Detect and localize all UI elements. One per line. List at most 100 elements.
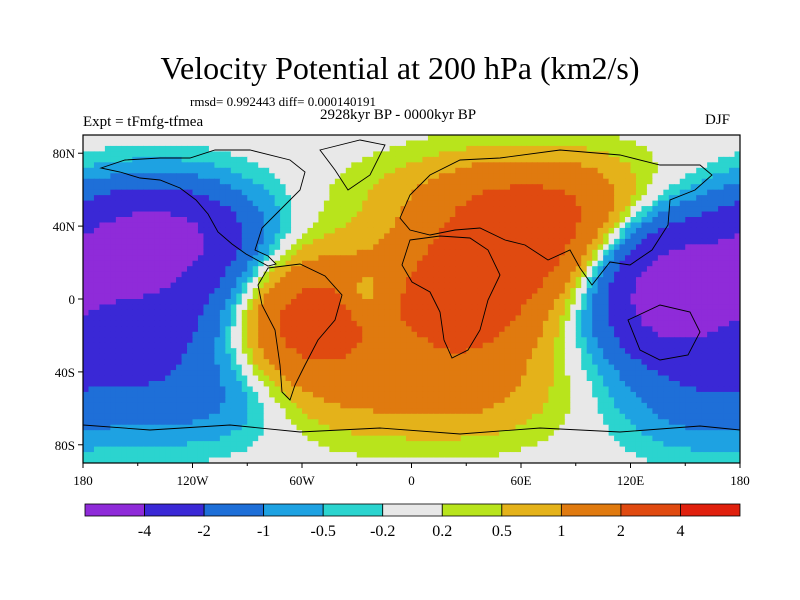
field-cell	[165, 331, 172, 338]
field-cell	[88, 353, 95, 360]
field-cell	[154, 178, 161, 185]
field-cell	[564, 184, 571, 191]
field-cell	[679, 299, 686, 306]
field-cell	[679, 337, 686, 344]
field-cell	[104, 222, 111, 229]
field-cell	[285, 238, 292, 245]
field-cell	[438, 151, 445, 158]
field-cell	[679, 277, 686, 284]
field-cell	[312, 309, 320, 316]
field-cell	[345, 348, 352, 355]
field-cell	[312, 282, 320, 289]
field-cell	[515, 326, 522, 333]
field-cell	[723, 299, 730, 306]
field-cell	[280, 162, 287, 169]
field-cell	[329, 309, 336, 316]
field-cell	[126, 304, 133, 311]
field-cell	[570, 249, 577, 256]
field-cell	[170, 233, 177, 240]
field-cell	[515, 299, 522, 306]
field-cell	[526, 337, 533, 344]
field-cell	[83, 299, 90, 306]
field-cell	[619, 277, 626, 284]
field-cell	[187, 189, 194, 196]
field-cell	[690, 200, 697, 207]
field-cell	[701, 309, 708, 316]
field-cell	[132, 299, 139, 306]
field-cell	[526, 348, 533, 355]
field-cell	[625, 206, 632, 213]
field-cell	[504, 337, 511, 344]
field-cell	[93, 211, 101, 218]
field-cell	[657, 140, 664, 147]
field-cell	[548, 320, 555, 327]
field-cell	[208, 195, 215, 202]
field-cell	[427, 260, 434, 267]
field-cell	[510, 255, 517, 262]
field-cell	[460, 238, 467, 245]
field-cell	[455, 282, 462, 289]
field-cell	[537, 151, 544, 158]
field-cell	[586, 299, 593, 306]
field-cell	[241, 266, 248, 273]
field-cell	[285, 348, 292, 355]
field-cell	[192, 135, 199, 142]
field-cell	[477, 244, 484, 251]
field-cell	[230, 227, 237, 234]
field-cell	[553, 266, 560, 273]
field-cell	[679, 140, 686, 147]
field-cell	[477, 178, 484, 185]
field-cell	[241, 244, 248, 251]
field-cell	[187, 211, 194, 218]
field-cell	[356, 189, 363, 196]
field-cell	[258, 359, 265, 366]
field-cell	[542, 249, 549, 256]
field-cell	[351, 162, 358, 169]
field-cell	[373, 326, 380, 333]
field-cell	[219, 206, 226, 213]
field-cell	[729, 277, 736, 284]
field-cell	[493, 217, 500, 224]
field-cell	[449, 315, 456, 322]
field-cell	[208, 140, 215, 147]
field-cell	[236, 162, 243, 169]
field-cell	[635, 288, 643, 295]
field-cell	[449, 249, 456, 256]
field-cell	[241, 227, 248, 234]
field-cell	[192, 211, 199, 218]
field-cell	[592, 211, 599, 218]
field-cell	[652, 244, 659, 251]
field-cell	[444, 331, 451, 338]
field-cell	[351, 255, 358, 262]
field-cell	[291, 309, 298, 316]
field-cell	[176, 299, 183, 306]
field-cell	[247, 353, 254, 360]
field-cell	[553, 304, 560, 311]
field-cell	[307, 299, 314, 306]
field-cell	[668, 145, 675, 152]
field-cell	[285, 320, 292, 327]
field-cell	[630, 315, 637, 322]
field-cell	[307, 326, 314, 333]
field-cell	[531, 195, 539, 202]
field-cell	[422, 151, 429, 158]
field-cell	[170, 320, 177, 327]
field-cell	[247, 151, 254, 158]
field-cell	[564, 271, 571, 278]
field-cell	[504, 293, 511, 300]
field-cell	[329, 222, 336, 229]
field-cell	[679, 184, 686, 191]
field-cell	[411, 282, 418, 289]
field-cell	[504, 233, 511, 240]
field-cell	[504, 151, 511, 158]
field-cell	[137, 348, 144, 355]
field-cell	[674, 331, 681, 338]
field-cell	[154, 189, 161, 196]
field-cell	[296, 331, 303, 338]
field-cell	[575, 331, 582, 338]
field-cell	[230, 266, 237, 273]
field-cell	[488, 315, 495, 322]
field-cell	[510, 277, 517, 284]
field-cell	[280, 206, 287, 213]
field-cell	[236, 173, 243, 180]
